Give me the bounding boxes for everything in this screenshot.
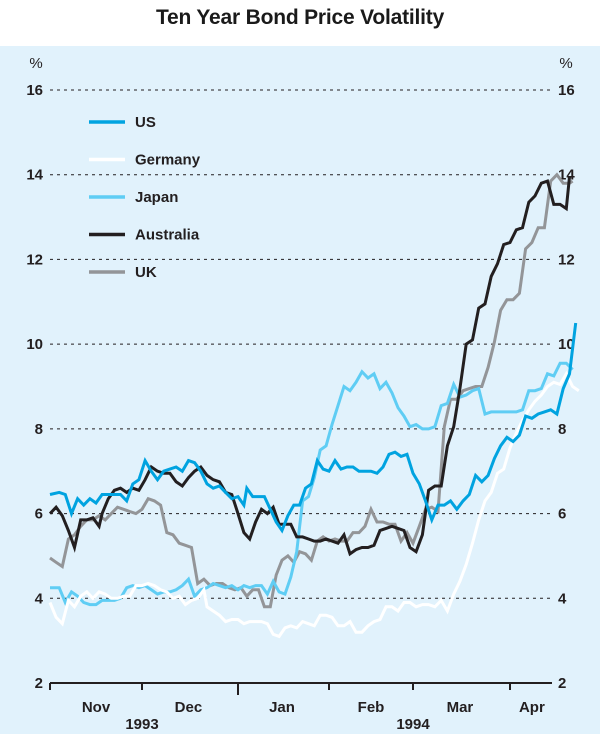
y-tick-label-left: 8 (35, 421, 43, 438)
y-tick-label-right: 8 (558, 421, 566, 438)
legend: US Germany Japan Australia UK (89, 114, 201, 281)
series-line-australia (48, 176, 571, 557)
legend-label-australia: Australia (135, 227, 200, 244)
y-tick-label-left: 10 (26, 336, 43, 353)
x-tick-label: Feb (358, 699, 385, 716)
y-tick-label-left: 6 (35, 506, 43, 523)
y-tick-label-left: 2 (35, 675, 43, 692)
y-tick-label-right: 10 (558, 336, 575, 353)
series-line-japan (50, 361, 574, 607)
y-tick-label-right: 16 (558, 82, 575, 99)
series-line-us (49, 322, 578, 534)
y-tick-labels: 2 2 4 4 6 6 8 8 10 10 12 12 14 14 16 16 (26, 82, 575, 692)
x-tick-label: Jan (269, 699, 295, 716)
series-line-germany (48, 370, 580, 639)
x-year-label: 1994 (396, 716, 430, 733)
legend-label-uk: UK (135, 264, 157, 281)
y-tick-label-right: 2 (558, 675, 566, 692)
y-axis-unit-left: % (29, 55, 42, 72)
chart-title: Ten Year Bond Price Volatility (155, 6, 445, 29)
y-tick-label-left: 14 (26, 167, 43, 184)
y-tick-label-left: 12 (26, 251, 43, 268)
x-year-label: 1993 (125, 716, 158, 733)
x-axis: Nov Dec Jan Feb Mar Apr 1993 1994 (49, 682, 552, 733)
y-tick-label-right: 12 (558, 251, 575, 268)
x-tick-label: Mar (447, 699, 474, 716)
y-tick-label-right: 14 (558, 167, 575, 184)
series-lines (48, 172, 580, 639)
y-axis-unit-right: % (559, 55, 572, 72)
legend-label-germany: Germany (135, 152, 201, 169)
y-tick-label-left: 4 (35, 590, 44, 607)
x-tick-label: Apr (519, 699, 545, 716)
x-tick-label: Dec (175, 699, 203, 716)
x-tick-label: Nov (82, 699, 111, 716)
y-tick-label-right: 6 (558, 506, 566, 523)
series-line-uk (49, 172, 574, 609)
y-tick-label-left: 16 (26, 82, 43, 99)
legend-label-us: US (135, 114, 156, 131)
legend-label-japan: Japan (135, 189, 178, 206)
y-tick-label-right: 4 (558, 590, 567, 607)
